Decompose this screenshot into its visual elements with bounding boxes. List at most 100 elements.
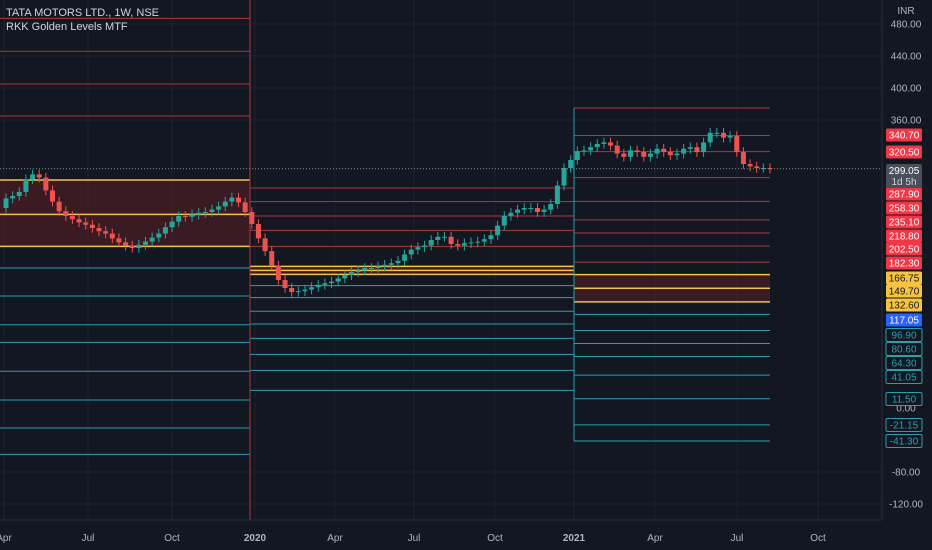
candle-body xyxy=(634,150,640,152)
candle-body xyxy=(309,287,315,290)
y-tick-label: 440.00 xyxy=(891,52,922,63)
level-badges: 340.70 320.50 287.90 258.30 235.10 218.80 202.… xyxy=(885,128,923,448)
candle-body xyxy=(69,216,75,220)
price-axis[interactable]: INR 480.00 440.00 400.00 360.00 -80.00 -120.00… xyxy=(889,6,923,511)
y-tick-label: 0.00 xyxy=(896,404,916,415)
level-badge-label: 132.60 xyxy=(889,301,920,312)
candle-body xyxy=(262,238,268,252)
x-tick-label: Jul xyxy=(82,533,95,544)
candle-body xyxy=(767,168,773,169)
level-badge: 117.05 xyxy=(886,313,922,327)
level-badge-bg xyxy=(885,342,923,356)
candle-body xyxy=(23,179,29,192)
level-badge-label: 64.30 xyxy=(891,359,916,370)
level-badge-label: 320.50 xyxy=(889,148,920,159)
level-badge-bg xyxy=(886,313,922,327)
candle-body xyxy=(335,278,341,282)
candle-body xyxy=(129,245,135,248)
candle-body xyxy=(740,152,746,164)
level-badge: 202.50 xyxy=(886,242,922,256)
level-badge: -41.30 xyxy=(885,434,923,448)
candle-body xyxy=(43,177,49,191)
level-badge: 182.30 xyxy=(886,256,922,270)
candlesticks xyxy=(3,128,773,297)
level-badge: 80.60 xyxy=(885,342,923,356)
candle-body xyxy=(329,281,335,284)
level-badge-label: 117.05 xyxy=(889,316,919,327)
level-badge-label: 218.80 xyxy=(889,232,920,243)
level-badge-bg xyxy=(886,215,922,229)
level-badge-label: 149.70 xyxy=(889,287,920,298)
candle-body xyxy=(302,289,308,292)
indicator-title[interactable]: RKK Golden Levels MTF xyxy=(6,21,128,33)
level-badge-label: 202.50 xyxy=(889,245,920,256)
y-tick-label: 480.00 xyxy=(891,20,922,31)
candle-body xyxy=(149,237,155,242)
level-badge-bg xyxy=(885,392,923,406)
candle-body xyxy=(136,244,142,248)
level-badge-bg xyxy=(885,434,923,448)
level-badge: 11.50 xyxy=(885,392,923,406)
time-axis[interactable]: Apr Jul Oct 2020 Apr Jul Oct 2021 Apr Jul Oct xyxy=(0,533,826,544)
candle-body xyxy=(50,190,56,202)
candle-body xyxy=(275,265,281,280)
candle-body xyxy=(574,151,580,160)
level-badge-label: 41.05 xyxy=(891,373,916,384)
level-badge: 166.75 xyxy=(886,271,922,285)
candle-body xyxy=(83,222,89,225)
candle-body xyxy=(123,242,129,246)
candle-body xyxy=(641,152,647,157)
candle-body xyxy=(441,236,447,238)
candle-body xyxy=(588,147,594,151)
candle-body xyxy=(402,254,408,261)
level-badge-label: 258.30 xyxy=(889,204,920,215)
candle-body xyxy=(727,136,733,138)
candle-body xyxy=(408,249,414,255)
level-badge-bg xyxy=(886,229,922,243)
candle-body xyxy=(627,150,633,157)
candle-body xyxy=(501,216,507,226)
x-tick-label: Oct xyxy=(810,533,826,544)
candle-body xyxy=(196,212,202,215)
candle-body xyxy=(548,204,554,210)
candle-body xyxy=(707,132,713,143)
candle-body xyxy=(368,268,374,269)
candle-body xyxy=(714,132,720,134)
candle-body xyxy=(654,148,660,154)
candle-body xyxy=(561,168,567,186)
candle-body xyxy=(554,185,560,204)
candle-body xyxy=(189,214,195,217)
candle-body xyxy=(661,148,667,152)
candle-body xyxy=(448,236,454,244)
level-badge-bg xyxy=(886,145,922,159)
candle-body xyxy=(322,283,328,285)
candle-body xyxy=(754,166,760,168)
y-tick-label: 400.00 xyxy=(891,84,922,95)
candle-body xyxy=(594,144,600,148)
candle-body xyxy=(388,263,394,265)
level-badge: -21.15 xyxy=(885,418,923,432)
candle-body xyxy=(342,275,348,279)
candle-body xyxy=(687,147,693,149)
x-tick-label: 2020 xyxy=(244,533,267,544)
symbol-title[interactable]: TATA MOTORS LTD., 1W, NSE xyxy=(6,7,160,19)
candle-body xyxy=(16,192,22,196)
candle-body xyxy=(488,235,494,240)
level-badge-bg xyxy=(886,128,922,142)
candle-body xyxy=(541,209,547,212)
candle-body xyxy=(289,288,295,292)
candle-body xyxy=(528,208,534,209)
candle-body xyxy=(647,153,653,157)
chart-legend: TATA MOTORS LTD., 1W, NSE RKK Golden Lev… xyxy=(6,6,159,34)
candle-body xyxy=(760,168,766,169)
candle-body xyxy=(216,206,222,210)
candle-body xyxy=(674,153,680,156)
x-tick-label: Apr xyxy=(647,533,663,544)
candle-body xyxy=(96,228,102,232)
candle-body xyxy=(382,264,388,267)
candle-body xyxy=(156,233,162,238)
level-badge-label: -41.30 xyxy=(890,437,919,448)
candle-body xyxy=(63,211,69,216)
